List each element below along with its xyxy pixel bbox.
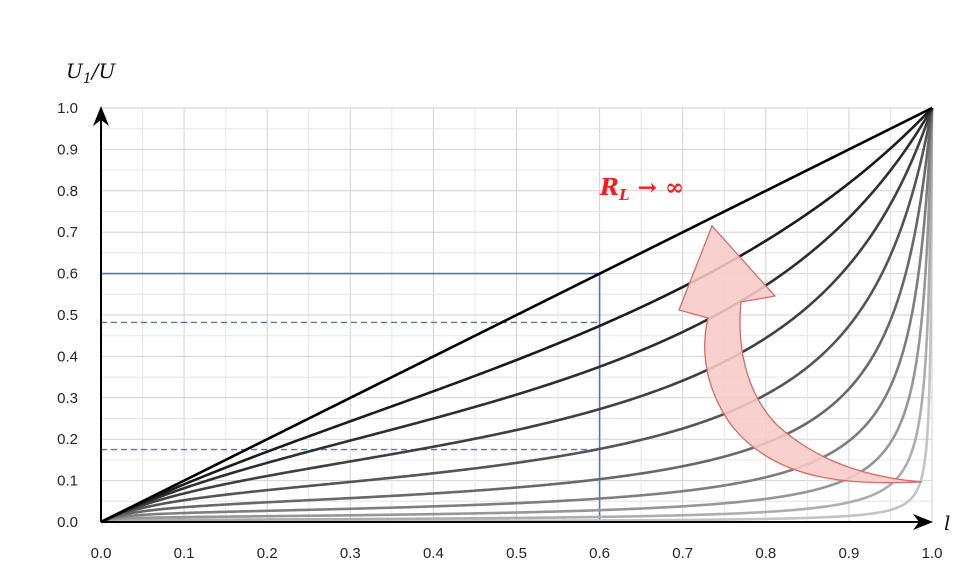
x-tick-label: 0.9 — [838, 545, 859, 562]
x-tick-label: 0.3 — [340, 545, 361, 562]
x-axis-title: l — [944, 511, 950, 535]
axes — [93, 106, 933, 530]
y-tick-label: 0.8 — [57, 183, 78, 200]
y-tick-label: 0.5 — [57, 307, 78, 324]
series-line — [100, 106, 934, 524]
series-line — [100, 106, 934, 524]
series-line — [100, 106, 934, 524]
y-tick-label: 1.0 — [57, 100, 78, 117]
guide-lines — [101, 272, 601, 522]
x-axis-arrowhead — [913, 514, 933, 530]
x-tick-label: 0.4 — [423, 545, 444, 562]
series-line — [100, 106, 934, 524]
series-line — [100, 106, 934, 524]
series-curves — [100, 106, 934, 524]
series-line — [100, 106, 934, 524]
y-axis-title: U1/U — [66, 59, 117, 87]
y-axis-arrowhead — [93, 106, 109, 126]
rl-infinity-annotation: RL → ∞ — [599, 174, 684, 204]
y-tick-label: 0.7 — [57, 224, 78, 241]
x-tick-label: 0.0 — [91, 545, 112, 562]
y-tick-label: 0.0 — [57, 514, 78, 531]
series-line — [100, 106, 934, 524]
x-tick-label: 0.1 — [174, 545, 195, 562]
y-tick-label: 0.9 — [57, 141, 78, 158]
x-tick-label: 0.8 — [755, 545, 776, 562]
series-line — [100, 106, 934, 524]
y-tick-label: 0.2 — [57, 431, 78, 448]
x-tick-label: 0.2 — [257, 545, 278, 562]
y-tick-label: 0.1 — [57, 473, 78, 490]
y-tick-label: 0.4 — [57, 348, 78, 365]
x-tick-label: 0.7 — [672, 545, 693, 562]
series-line — [100, 106, 934, 524]
y-tick-label: 0.6 — [57, 266, 78, 283]
tick-labels: 0.0 0.1 0.2 0.3 0.4 0.5 0.6 0.7 0.8 0.9 1.0 0.0 0.1 0… — [57, 100, 942, 562]
x-tick-label: 0.5 — [506, 545, 527, 562]
increase-arrow — [678, 224, 923, 484]
series-line — [100, 106, 934, 524]
y-tick-label: 0.3 — [57, 390, 78, 407]
x-tick-label: 0.6 — [589, 545, 610, 562]
x-tick-label: 1.0 — [922, 545, 943, 562]
curved-arrow — [678, 224, 923, 484]
